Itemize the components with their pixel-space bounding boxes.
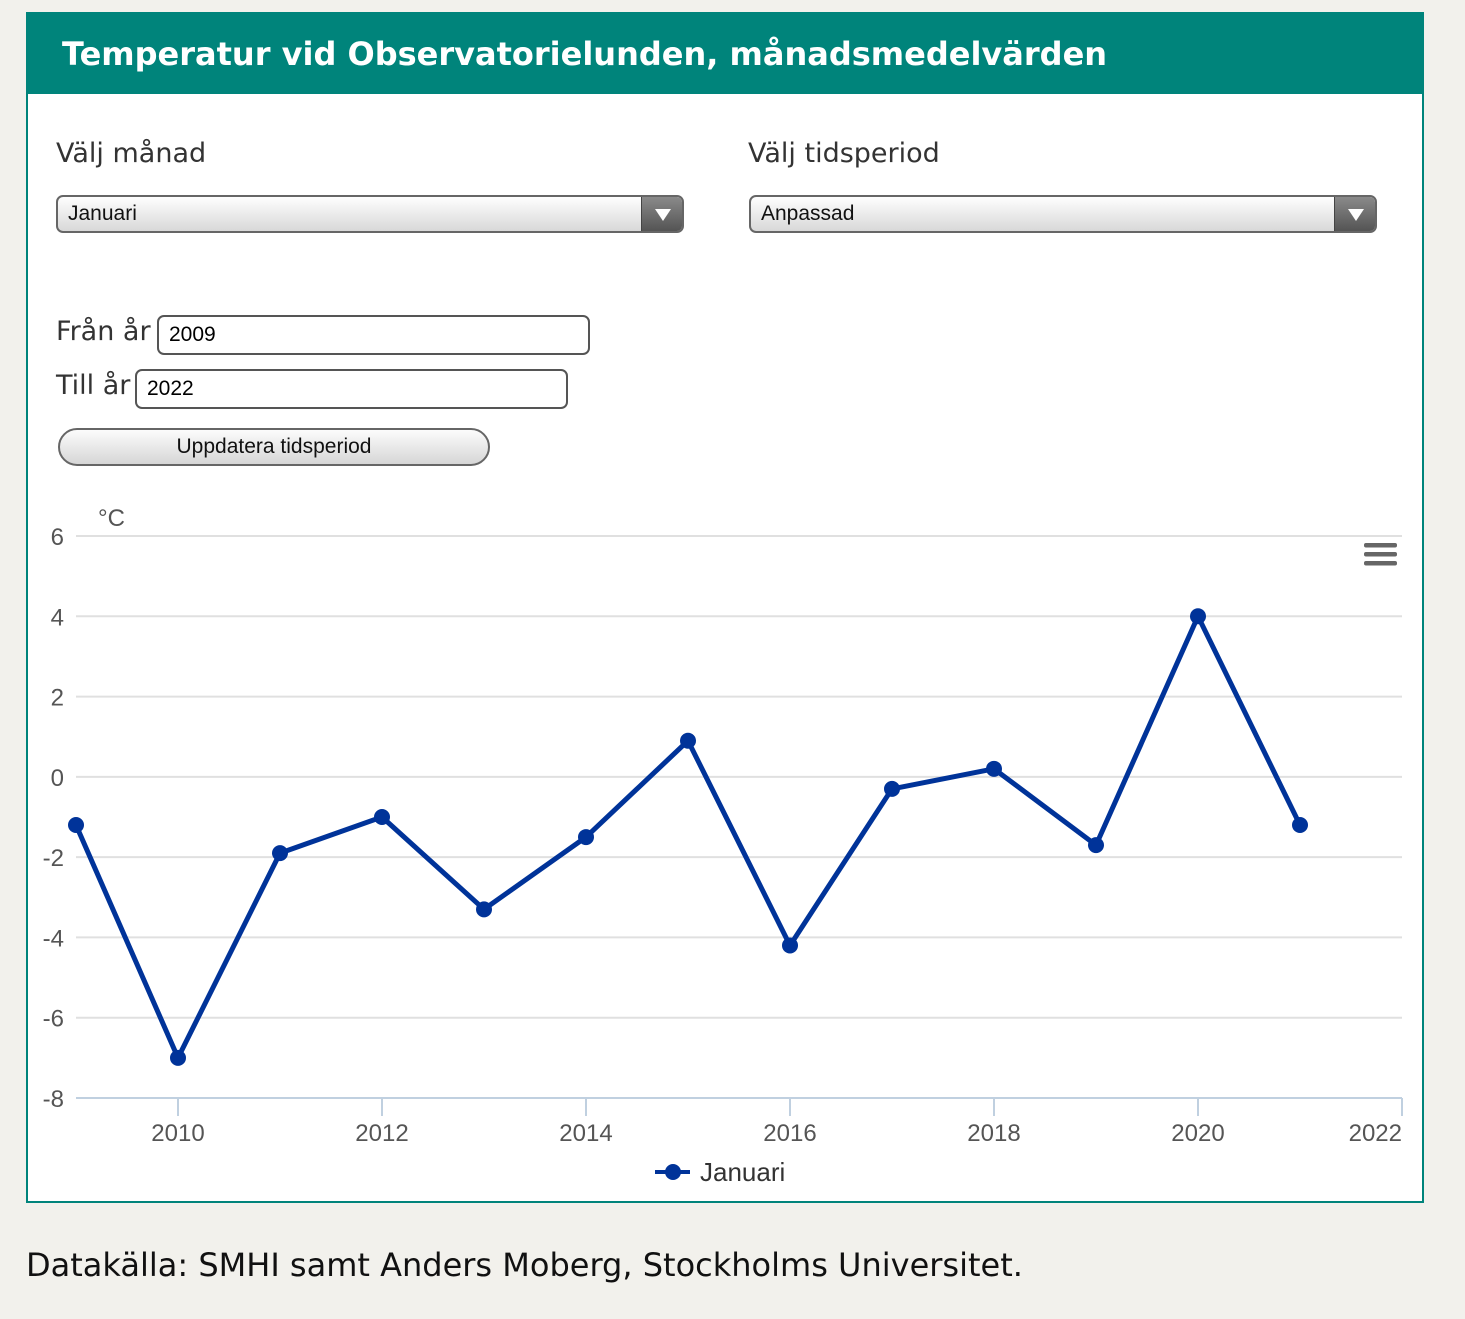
chevron-down-icon[interactable] [1334,197,1375,231]
y-tick-label: 4 [51,604,64,631]
to-year-input[interactable] [135,369,568,409]
data-point[interactable] [986,760,1002,777]
month-select-value: Januari [68,202,137,225]
temperature-widget: Temperatur vid Observatorielunden, månad… [26,12,1424,1203]
chart-menu-icon[interactable] [1362,543,1398,567]
x-tick-label: 2014 [559,1120,612,1147]
series-januari [68,608,1308,1066]
legend-item-januari[interactable]: Januari [655,1157,785,1187]
x-tick-label: 2010 [151,1120,204,1147]
from-year-label: Från år [56,316,151,347]
chevron-down-icon[interactable] [641,197,682,231]
data-point[interactable] [884,780,900,797]
x-tick-label: 2012 [355,1120,408,1147]
axes: -8 -6 -4 -2 0 2 4 6 2010 2012 2014 2016 2018 2020 2022 [43,524,1403,1147]
y-tick-label: 6 [51,524,64,551]
data-source-caption: Datakälla: SMHI samt Anders Moberg, Stoc… [26,1246,1023,1284]
y-axis-unit-label: °C [98,505,125,532]
data-point[interactable] [476,901,492,918]
month-select[interactable]: Januari [56,195,684,233]
update-period-button[interactable]: Uppdatera tidsperiod [58,428,490,466]
data-point[interactable] [782,937,798,954]
x-tick-label: 2022 [1349,1120,1402,1147]
y-tick-label: -6 [43,1006,64,1033]
data-point[interactable] [68,817,84,834]
month-select-label: Välj månad [56,138,207,169]
data-point[interactable] [680,732,696,749]
y-tick-label: -8 [43,1086,64,1113]
legend-label: Januari [700,1157,785,1187]
from-year-input[interactable] [157,315,590,355]
period-select-label: Välj tidsperiod [748,138,940,169]
legend-marker-symbol [665,1164,681,1180]
to-year-label: Till år [56,370,131,401]
y-tick-label: -4 [43,925,64,952]
gridlines [76,535,1402,1019]
x-tick-label: 2020 [1171,1120,1224,1147]
data-point[interactable] [170,1049,186,1066]
data-point[interactable] [1088,837,1104,854]
temperature-chart: -8 -6 -4 -2 0 2 4 6 2010 2012 2014 2016 2018 2020 2022… [43,505,1403,1187]
series-line-januari [73,613,1303,1061]
data-point[interactable] [1292,817,1308,834]
period-select[interactable]: Anpassad [749,195,1377,233]
data-point[interactable] [578,829,594,846]
widget-title: Temperatur vid Observatorielunden, månad… [28,14,1422,94]
period-select-value: Anpassad [761,202,855,225]
data-point[interactable] [272,845,288,862]
y-tick-label: 0 [51,765,64,792]
x-tick-label: 2018 [967,1120,1020,1147]
y-tick-label: 2 [51,685,64,712]
y-tick-label: -2 [43,845,64,872]
data-point[interactable] [1190,608,1206,625]
x-tick-label: 2016 [763,1120,816,1147]
data-point[interactable] [374,809,390,825]
